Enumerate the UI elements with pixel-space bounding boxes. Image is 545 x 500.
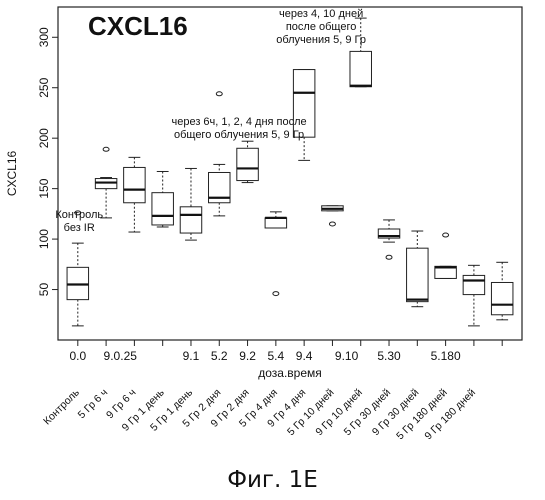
outlier-point (443, 233, 449, 237)
annotation-text: без IR (64, 222, 95, 234)
y-axis-label: CXCL16 (5, 150, 19, 196)
box (152, 171, 174, 227)
outlier-point (329, 222, 335, 226)
x-group-label: 5.2 (211, 349, 228, 363)
box-iqr (491, 282, 513, 314)
x-group-label: 5.4 (268, 349, 285, 363)
chart-title: CXCL16 (88, 11, 188, 41)
box-iqr (124, 167, 146, 202)
y-tick-label: 50 (37, 283, 51, 297)
box (124, 157, 146, 232)
x-category-label: 5 Гр 6 ч (76, 387, 111, 422)
box (209, 92, 231, 216)
box (463, 265, 485, 326)
outlier-point (216, 92, 222, 96)
outlier-point (386, 255, 392, 259)
annotation-text: Контроль (55, 209, 103, 221)
box-iqr (237, 148, 259, 180)
box-iqr (463, 275, 485, 294)
y-tick-label: 300 (37, 27, 51, 47)
outlier-point (273, 292, 279, 296)
box (491, 262, 513, 320)
y-tick-label: 200 (37, 128, 51, 148)
box-iqr (180, 207, 202, 233)
x-group-label: 9.4 (296, 349, 313, 363)
x-axis-label: доза.время (258, 366, 322, 380)
box (435, 233, 457, 278)
figure-caption: Фиг. 1E (0, 467, 545, 493)
annotation-text: облучения 5, 9 Гр (276, 34, 366, 46)
x-group-label: 0.0 (69, 349, 86, 363)
cxcl16-boxplot-chart: 50 100 150 200 250 300 CXCL16 0.0 9.0.25 9.1 5.2 9.… (0, 0, 545, 460)
annotation-text: через 6ч, 1, 2, 4 дня после (171, 116, 306, 128)
annotation-text: через 4, 10 дней (279, 8, 363, 20)
y-tick-label: 150 (37, 178, 51, 198)
box-series (67, 18, 513, 326)
x-group-label: 5.30 (377, 349, 401, 363)
box (265, 212, 287, 296)
box (180, 168, 202, 240)
x-group-label: 9.10 (335, 349, 359, 363)
box (407, 231, 429, 307)
box-iqr (152, 193, 174, 225)
outlier-point (103, 147, 109, 151)
annotation-text: после общего (286, 21, 357, 33)
box (237, 141, 259, 182)
x-category-label: 9 Гр 180 дней (422, 387, 478, 443)
y-tick-label: 100 (37, 229, 51, 249)
x-group-label: 9.2 (239, 349, 256, 363)
annotation-text: общего облучения 5, 9 Гр (174, 129, 304, 141)
box (293, 70, 315, 161)
box-iqr (407, 248, 429, 301)
x-group-label: 5.180 (431, 349, 461, 363)
x-group-label: 9.1 (183, 349, 200, 363)
box-iqr (350, 51, 372, 86)
box (322, 206, 344, 226)
x-category-label: Контроль (41, 386, 82, 427)
box (378, 220, 400, 259)
y-tick-label: 250 (37, 77, 51, 97)
box (95, 147, 117, 218)
box-iqr (265, 218, 287, 228)
x-group-label: 9.0.25 (104, 349, 138, 363)
